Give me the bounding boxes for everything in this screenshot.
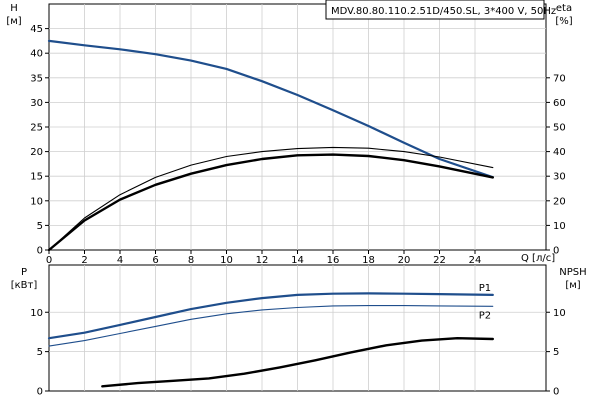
- y-left-tick-label: 15: [30, 172, 43, 183]
- y-left-label-h: H: [10, 3, 18, 14]
- y-left-tick-label: 45: [30, 24, 43, 35]
- x-tick-label: 8: [188, 255, 194, 266]
- efficiency-curve-2: [48, 146, 494, 251]
- head-curve: [47, 39, 494, 179]
- x-tick-label: 6: [152, 255, 158, 266]
- y-right-unit-npsh: [м]: [565, 280, 580, 291]
- series-label-p1: P1: [479, 283, 491, 294]
- bottom-chart: 0 5 10 0 5 10 P1 P2 P [кВт] NPSH [м]: [11, 264, 587, 398]
- y-left-label-p: P: [21, 267, 27, 278]
- y-right-tick-label: 10: [553, 308, 566, 319]
- top-tick-labels: 0 2 4 6 8 10 12 14 16 18 20 22 240510152025303540450…: [30, 24, 565, 266]
- y-right-tick-label: 0: [553, 246, 559, 257]
- y-left-unit-p: [кВт]: [11, 280, 38, 291]
- top-chart: 0 2 4 6 8 10 12 14 16 18 20 22 240510152025303540450…: [6, 0, 573, 266]
- bottom-gridlines: [49, 265, 546, 391]
- y-left-tick-label: 30: [30, 98, 43, 109]
- chart-title: MDV.80.80.110.2.51D/450.SL, 3*400 V, 50H…: [331, 6, 556, 17]
- series-label-p2: P2: [479, 310, 491, 321]
- y-right-tick-label: 0: [553, 387, 559, 398]
- y-left-tick-label: 5: [37, 347, 43, 358]
- efficiency-curve-1: [47, 153, 494, 252]
- y-right-tick-label: 10: [553, 221, 566, 232]
- y-left-tick-label: 25: [30, 123, 43, 134]
- y-right-label-npsh: NPSH: [559, 267, 586, 278]
- top-gridlines: [49, 4, 546, 250]
- y-right-tick-label: 50: [553, 123, 566, 134]
- bottom-series-labels: P1 P2: [479, 283, 491, 321]
- top-series-group: [47, 39, 494, 252]
- y-right-tick-label: 30: [553, 172, 566, 183]
- npsh-curve: [101, 337, 494, 388]
- y-right-tick-label: 70: [553, 73, 566, 84]
- p1-power-curve: [47, 292, 494, 340]
- bottom-series-group: [47, 292, 494, 388]
- x-tick-label: 12: [256, 255, 269, 266]
- x-tick-label: 16: [327, 255, 340, 266]
- y-right-tick-label: 40: [553, 147, 566, 158]
- y-left-unit-h: [м]: [6, 16, 21, 27]
- x-tick-label: 20: [398, 255, 411, 266]
- y-right-tick-label: 5: [553, 347, 559, 358]
- y-right-label-eta: eta: [556, 3, 572, 14]
- y-right-unit-eta: [%]: [555, 16, 572, 27]
- title-box: [325, 0, 545, 20]
- p2-power-curve: [48, 305, 494, 347]
- y-right-tick-label: 20: [553, 196, 566, 207]
- bottom-tick-labels: 0 5 10 0 5 10: [30, 308, 565, 398]
- x-tick-label: 2: [81, 255, 87, 266]
- x-tick-label: 22: [433, 255, 446, 266]
- y-left-tick-label: 40: [30, 49, 43, 60]
- y-right-tick-label: 60: [553, 98, 566, 109]
- x-tick-label: 14: [291, 255, 304, 266]
- x-axis-label: Q [л/с]: [521, 253, 555, 264]
- x-tick-label: 0: [46, 255, 52, 266]
- y-left-tick-label: 35: [30, 73, 43, 84]
- y-left-tick-label: 10: [30, 308, 43, 319]
- x-tick-label: 10: [220, 255, 233, 266]
- y-left-tick-label: 5: [37, 221, 43, 232]
- y-left-tick-label: 0: [37, 387, 43, 398]
- y-left-tick-label: 10: [30, 196, 43, 207]
- y-left-tick-label: 20: [30, 147, 43, 158]
- x-tick-label: 4: [117, 255, 123, 266]
- y-left-tick-label: 0: [37, 246, 43, 257]
- x-tick-label: 18: [362, 255, 375, 266]
- x-tick-label: 24: [469, 255, 482, 266]
